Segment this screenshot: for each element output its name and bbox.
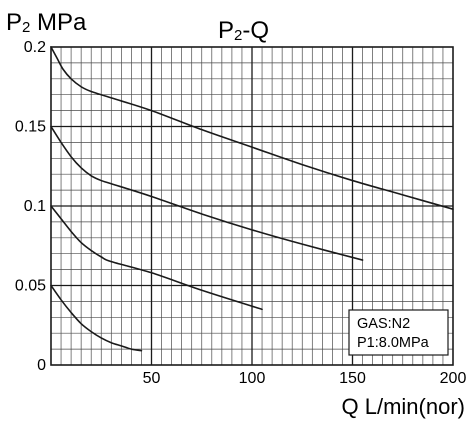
y-tick-label: 0.15	[15, 119, 46, 136]
chart-title: P2-Q	[218, 17, 269, 44]
series-line-4	[50, 284, 143, 352]
y-tick-label: 0.05	[15, 278, 46, 295]
series-line-2	[50, 125, 364, 261]
x-tick-label: 200	[440, 370, 467, 387]
series-line-3	[50, 205, 263, 311]
y-axis-label: P2 MPa	[6, 9, 87, 36]
y-tick-label: 0.1	[24, 198, 46, 215]
plot-frame	[50, 46, 454, 366]
curves	[50, 46, 454, 352]
legend-box: GAS:N2 P1:8.0MPa	[348, 309, 449, 356]
x-axis-label: Q L/min(nor)	[342, 394, 465, 419]
series-line-1	[50, 46, 454, 210]
y-tick-label: 0.2	[24, 39, 46, 56]
major-grid	[51, 47, 453, 365]
legend-pressure: P1:8.0MPa	[357, 335, 430, 351]
y-tick-labels: 0 0.05 0.1 0.15 0.2	[15, 39, 46, 374]
legend-gas: GAS:N2	[357, 316, 410, 332]
x-tick-label: 150	[339, 370, 366, 387]
x-tick-labels: 50 100 150 200	[143, 370, 467, 387]
x-tick-label: 100	[239, 370, 266, 387]
x-tick-label: 50	[143, 370, 161, 387]
y-tick-label: 0	[37, 357, 46, 374]
